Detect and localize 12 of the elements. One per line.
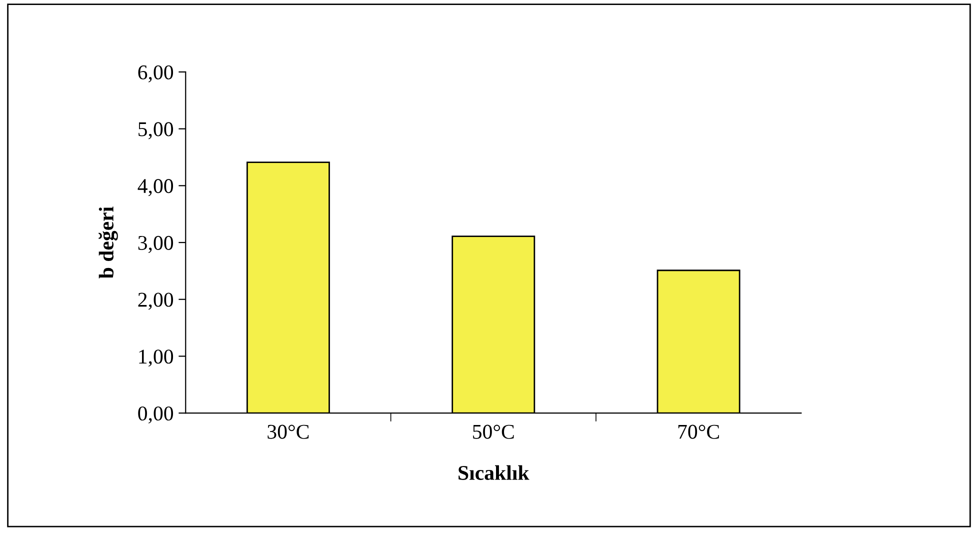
y-tick-label: 3,00 (138, 236, 174, 253)
y-axis-title: b değeri (98, 206, 118, 278)
y-tick-label: 1,00 (139, 350, 174, 367)
y-tick-label: 5,00 (138, 122, 174, 140)
y-tick-label: 0,00 (138, 406, 174, 424)
y-tick-label: 2,00 (138, 292, 174, 310)
x-tick-label: 30°C (268, 424, 309, 439)
x-tick-label: 70°C (678, 424, 719, 439)
y-tick-label: 4,00 (138, 179, 174, 196)
x-axis-title: Sıcaklık (458, 465, 530, 480)
x-tick-label: 50°C (473, 424, 514, 439)
y-tick-label: 6,00 (138, 65, 174, 82)
